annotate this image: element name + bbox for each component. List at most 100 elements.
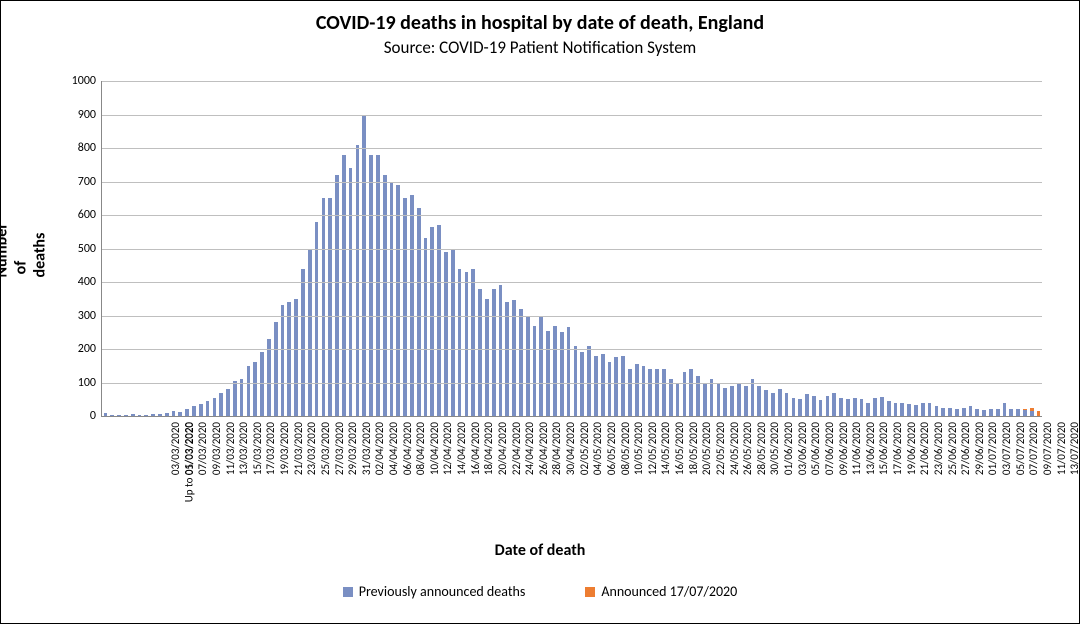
legend: Previously announced deathsAnnounced 17/… — [1, 583, 1079, 600]
x-tick-label: 11/07/2020 — [1055, 422, 1068, 475]
legend-swatch — [585, 587, 595, 597]
bar-prev — [614, 357, 618, 416]
bar-prev — [430, 227, 434, 416]
bar-prev — [308, 249, 312, 417]
x-tick-label: 09/03/2020 — [210, 422, 223, 475]
bar-prev — [192, 406, 196, 416]
bar-prev — [1030, 411, 1034, 416]
bar-prev — [1023, 410, 1027, 416]
plot-area: 01002003004005006007008009001000Up to 01… — [101, 81, 1042, 417]
bar-prev — [894, 403, 898, 416]
x-tick-label: 02/04/2020 — [373, 422, 386, 475]
bar-prev — [301, 269, 305, 416]
bar-prev — [1009, 409, 1013, 416]
bar-prev — [805, 394, 809, 416]
bar-prev — [267, 339, 271, 416]
x-tick-label: 13/06/2020 — [864, 422, 877, 475]
bar-prev — [110, 415, 114, 416]
x-tick-label: 17/06/2020 — [891, 422, 904, 475]
grid-line — [102, 316, 1042, 317]
x-tick-label: 05/06/2020 — [809, 422, 822, 475]
x-tick-label: 05/03/2020 — [183, 422, 196, 475]
bar-prev — [982, 410, 986, 416]
bar-prev — [138, 415, 142, 416]
grid-line — [102, 115, 1042, 116]
y-tick-label: 300 — [78, 309, 102, 323]
bar-prev — [1016, 409, 1020, 416]
bar-prev — [907, 404, 911, 416]
bar-prev — [417, 208, 421, 416]
bar-prev — [621, 356, 625, 416]
bar-prev — [185, 409, 189, 416]
bar-prev — [887, 401, 891, 416]
x-tick-label: 17/03/2020 — [265, 422, 278, 475]
x-tick-label: 07/06/2020 — [823, 422, 836, 475]
bar-prev — [206, 401, 210, 416]
bar-prev — [158, 414, 162, 416]
bar-prev — [771, 393, 775, 416]
x-tick-label: 15/03/2020 — [251, 422, 264, 475]
bar-prev — [383, 175, 387, 416]
chart-subtitle: Source: COVID-19 Patient Notification Sy… — [1, 37, 1079, 58]
bar-prev — [376, 155, 380, 416]
bar-prev — [969, 406, 973, 416]
x-tick-label: 28/05/2020 — [755, 422, 768, 475]
x-tick-label: 16/05/2020 — [673, 422, 686, 475]
bar-prev — [785, 393, 789, 416]
y-tick-label: 100 — [78, 376, 102, 390]
x-tick-label: 03/06/2020 — [796, 422, 809, 475]
bar-prev — [935, 406, 939, 416]
bar-prev — [539, 316, 543, 417]
x-tick-label: 18/05/2020 — [687, 422, 700, 475]
bar-prev — [703, 383, 707, 417]
x-tick-label: 08/04/2020 — [414, 422, 427, 475]
bar-prev — [975, 409, 979, 416]
x-tick-label: 19/06/2020 — [905, 422, 918, 475]
x-tick-label: 10/05/2020 — [632, 422, 645, 475]
bar-ann — [1037, 411, 1041, 416]
y-tick-label: 700 — [78, 175, 102, 189]
bar-prev — [117, 415, 121, 416]
bar-prev — [717, 383, 721, 417]
x-tick-label: 25/06/2020 — [946, 422, 959, 475]
bar-prev — [662, 369, 666, 416]
x-tick-label: 26/04/2020 — [537, 422, 550, 475]
x-tick-label: 09/07/2020 — [1041, 422, 1054, 475]
bar-prev — [131, 414, 135, 416]
bar-prev — [505, 302, 509, 416]
bar-prev — [580, 352, 584, 416]
bar-prev — [124, 415, 128, 416]
bar-prev — [737, 383, 741, 417]
bar-prev — [601, 354, 605, 416]
bar-prev — [812, 396, 816, 416]
bar-prev — [144, 415, 148, 416]
x-tick-label: 05/07/2020 — [1014, 422, 1027, 475]
bar-prev — [798, 399, 802, 416]
x-tick-label: 04/05/2020 — [591, 422, 604, 475]
bar-prev — [900, 403, 904, 416]
x-tick-label: 30/04/2020 — [564, 422, 577, 475]
x-tick-label: 06/05/2020 — [605, 422, 618, 475]
x-tick-label: 13/07/2020 — [1068, 422, 1080, 475]
x-tick-label: 24/05/2020 — [728, 422, 741, 475]
x-tick-label: 21/03/2020 — [292, 422, 305, 475]
bar-prev — [853, 398, 857, 416]
bar-prev — [751, 379, 755, 416]
bar-prev — [642, 366, 646, 416]
bar-prev — [948, 408, 952, 416]
grid-line — [102, 81, 1042, 82]
y-tick-label: 0 — [90, 409, 102, 423]
bar-prev — [1003, 403, 1007, 416]
legend-item: Announced 17/07/2020 — [585, 583, 737, 600]
y-tick-label: 600 — [78, 208, 102, 222]
grid-line — [102, 282, 1042, 283]
grid-line — [102, 215, 1042, 216]
bar-prev — [655, 369, 659, 416]
y-tick-label: 900 — [78, 108, 102, 122]
bar-prev — [928, 403, 932, 416]
x-tick-label: 18/04/2020 — [482, 422, 495, 475]
bar-prev — [710, 379, 714, 416]
bar-prev — [226, 389, 230, 416]
x-tick-label: 26/05/2020 — [741, 422, 754, 475]
bar-prev — [744, 386, 748, 416]
